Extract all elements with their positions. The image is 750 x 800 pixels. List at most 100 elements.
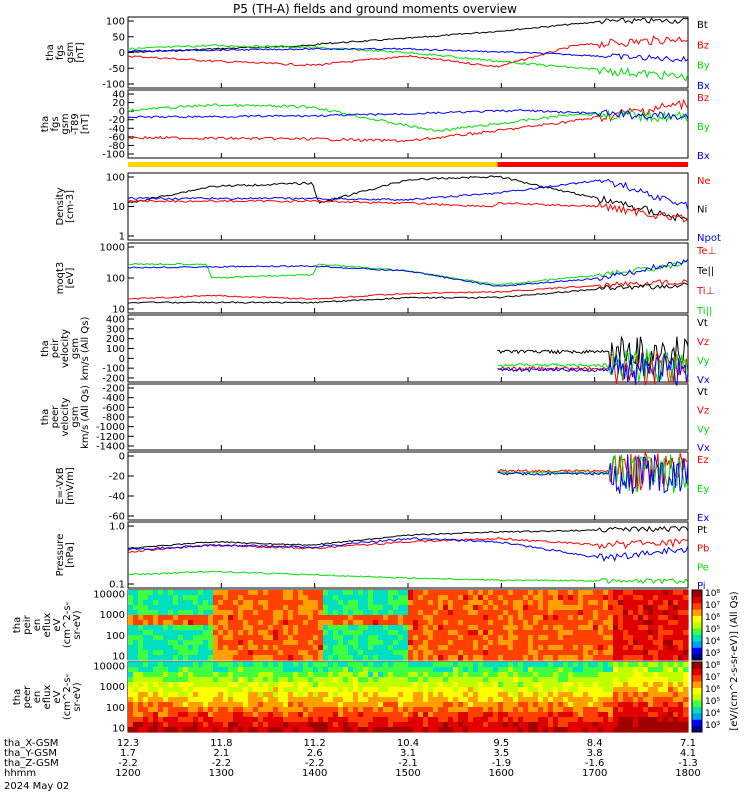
spec-cell [518, 635, 524, 641]
spec-cell [378, 702, 384, 708]
spec-cell [273, 630, 279, 636]
spec-cell [353, 615, 359, 621]
spec-cell [468, 600, 474, 606]
spec-cell [223, 702, 229, 708]
spec-cell [178, 687, 184, 693]
spec-cell [483, 605, 489, 611]
spec-cell [513, 630, 519, 636]
ytick-label-pressure: 1.0 [109, 522, 125, 533]
spec-cell [508, 615, 514, 621]
spec-cell [253, 667, 259, 673]
spec-cell [248, 620, 254, 626]
spec-cell [548, 727, 554, 733]
spec-cell [583, 662, 589, 668]
spec-cell [318, 702, 324, 708]
spec-cell [403, 635, 409, 641]
spec-cell [133, 727, 139, 733]
spec-cell [493, 600, 499, 606]
spec-cell [138, 662, 144, 668]
spec-cell [233, 722, 239, 728]
series-Bz-t89 [127, 98, 689, 143]
spec-cell [383, 590, 389, 596]
spec-cell [633, 620, 639, 626]
spec-cell [203, 707, 209, 713]
spec-cell [138, 672, 144, 678]
spec-cell [583, 635, 589, 641]
spec-cell [308, 600, 314, 606]
spec-cell [408, 672, 414, 678]
spec-cell [398, 677, 404, 683]
spec-cell [568, 692, 574, 698]
spec-cell [428, 640, 434, 646]
spec-cell [578, 605, 584, 611]
spec-cell [683, 635, 689, 641]
spec-cell [378, 650, 384, 656]
spec-cell [423, 640, 429, 646]
legend-fgs_gsm_t89-By: By [697, 122, 710, 133]
colorbar-cell [692, 615, 702, 623]
orbit-value: -1.9 [492, 758, 512, 769]
colorbar-tick: 10⁴ [705, 637, 720, 647]
spec-cell [488, 682, 494, 688]
spec-cell [673, 595, 679, 601]
colorbar-cell [692, 602, 702, 610]
spec-cell [338, 672, 344, 678]
spec-cell [613, 687, 619, 693]
spec-cell [288, 722, 294, 728]
spec-cell [248, 712, 254, 718]
spec-cell [188, 645, 194, 651]
spec-cell [603, 677, 609, 683]
spec-cell [388, 682, 394, 688]
spec-cell [263, 727, 269, 733]
spec-cell [403, 620, 409, 626]
spec-cell [558, 687, 564, 693]
spec-cell [518, 605, 524, 611]
spec-cell [543, 595, 549, 601]
ylabel-line: gsm [70, 406, 81, 427]
spec-cell [358, 672, 364, 678]
ylabel-line: en [32, 691, 43, 704]
spec-cell [363, 600, 369, 606]
spec-cell [678, 595, 684, 601]
spec-cell [493, 682, 499, 688]
spec-cell [393, 650, 399, 656]
spec-cell [633, 650, 639, 656]
spec-cell [133, 667, 139, 673]
spec-cell [253, 590, 259, 596]
spec-cell [413, 620, 419, 626]
spec-cell [293, 615, 299, 621]
spec-cell [348, 717, 354, 723]
spec-cell [288, 595, 294, 601]
spec-cell [233, 707, 239, 713]
spec-cell [283, 672, 289, 678]
spec-cell [268, 722, 274, 728]
spec-cell [498, 635, 504, 641]
spec-cell [443, 697, 449, 703]
spec-cell [388, 620, 394, 626]
spec-cell [533, 697, 539, 703]
colorbar-label-text: [eV/(cm^2-s-sr-eV)] (All Qs) [729, 591, 740, 730]
spec-cell [578, 650, 584, 656]
spec-cell [548, 635, 554, 641]
spec-cell [673, 667, 679, 673]
spec-cell [188, 662, 194, 668]
spec-cell [598, 595, 604, 601]
spec-cell [308, 650, 314, 656]
spec-cell [613, 727, 619, 733]
spec-cell [568, 677, 574, 683]
spec-cell [378, 635, 384, 641]
spec-cell [683, 697, 689, 703]
spec-cell [613, 692, 619, 698]
spec-cell [573, 600, 579, 606]
spec-cell [363, 692, 369, 698]
spec-cell [668, 620, 674, 626]
spec-cell [193, 635, 199, 641]
spec-cell [583, 727, 589, 733]
spec-cell [288, 727, 294, 733]
spec-cell [233, 645, 239, 651]
spec-cell [493, 697, 499, 703]
spec-cell [168, 697, 174, 703]
spec-cell [418, 717, 424, 723]
spec-cell [528, 645, 534, 651]
spec-cell [348, 600, 354, 606]
